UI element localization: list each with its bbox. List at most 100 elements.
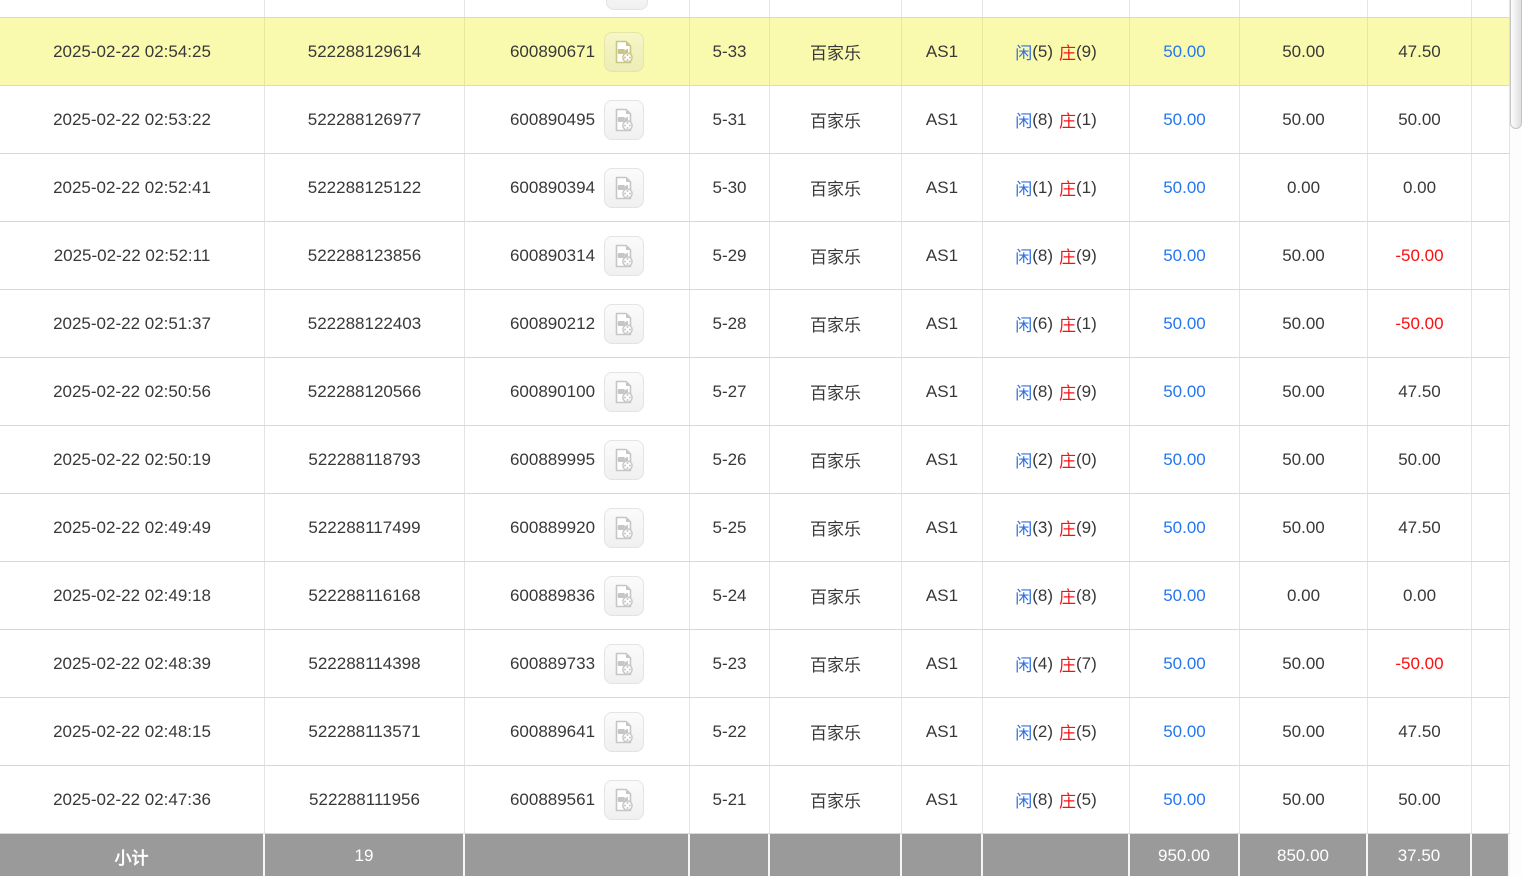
game-type: 百家乐 bbox=[770, 494, 902, 561]
bet-amount-link[interactable]: 50.00 bbox=[1130, 154, 1240, 221]
round-number: 600890100 bbox=[509, 381, 596, 401]
video-record-icon[interactable] bbox=[604, 507, 645, 548]
table-row: 2025-02-22 02:54:25 522288129614 6008906… bbox=[0, 18, 1510, 86]
table-row: 2025-02-22 02:52:41 522288125122 6008903… bbox=[0, 154, 1510, 222]
video-record-icon[interactable] bbox=[604, 303, 645, 344]
bet-amount-link[interactable]: 50.00 bbox=[1130, 358, 1240, 425]
player-label: 闲 bbox=[1015, 656, 1033, 675]
game-type: 百家乐 bbox=[770, 222, 902, 289]
empty-cell bbox=[1472, 698, 1510, 765]
table-row: 2025-02-22 02:47:36 522288111956 6008895… bbox=[0, 766, 1510, 834]
table-name: AS1 bbox=[902, 154, 983, 221]
bet-amount-link[interactable]: 50.00 bbox=[1130, 222, 1240, 289]
table-round: 5-30 bbox=[690, 154, 770, 221]
table-row: 2025-02-22 02:50:19 522288118793 6008899… bbox=[0, 426, 1510, 494]
banker-score: (0) bbox=[1076, 449, 1097, 469]
order-number: 522288122403 bbox=[265, 290, 465, 357]
banker-score: (1) bbox=[1076, 177, 1097, 197]
empty-cell bbox=[1472, 494, 1510, 561]
player-label: 闲 bbox=[1015, 112, 1033, 131]
bet-time: 2025-02-22 02:49:49 bbox=[0, 494, 265, 561]
valid-amount: 0.00 bbox=[1240, 562, 1368, 629]
partial-cell bbox=[902, 0, 983, 17]
round-number: 600890495 bbox=[509, 109, 596, 129]
round-number: 600890394 bbox=[509, 177, 596, 197]
banker-score: (9) bbox=[1076, 41, 1097, 61]
partial-cell bbox=[1472, 0, 1510, 17]
game-type: 百家乐 bbox=[770, 766, 902, 833]
banker-label: 庄 bbox=[1059, 316, 1076, 335]
bet-amount-link[interactable]: 50.00 bbox=[1130, 494, 1240, 561]
player-score: (8) bbox=[1032, 585, 1053, 605]
table-name: AS1 bbox=[902, 18, 983, 85]
video-record-icon[interactable] bbox=[604, 779, 645, 820]
bet-amount-link[interactable]: 50.00 bbox=[1130, 766, 1240, 833]
player-label: 闲 bbox=[1015, 520, 1033, 539]
table-round: 5-22 bbox=[690, 698, 770, 765]
win-loss-amount: 0.00 bbox=[1368, 562, 1472, 629]
game-type: 百家乐 bbox=[770, 630, 902, 697]
valid-amount: 50.00 bbox=[1240, 86, 1368, 153]
game-type: 百家乐 bbox=[770, 154, 902, 221]
order-number: 522288114398 bbox=[265, 630, 465, 697]
vertical-scrollbar[interactable] bbox=[1510, 0, 1522, 876]
subtotal-empty-cell bbox=[465, 834, 690, 876]
scrollbar-thumb[interactable] bbox=[1510, 0, 1522, 129]
video-record-icon[interactable] bbox=[604, 711, 645, 752]
player-label: 闲 bbox=[1015, 588, 1033, 607]
round-number: 600889733 bbox=[509, 653, 596, 673]
empty-cell bbox=[1472, 630, 1510, 697]
round-cell: 600889733 bbox=[465, 630, 690, 697]
video-record-icon[interactable] bbox=[604, 99, 645, 140]
banker-score: (9) bbox=[1076, 517, 1097, 537]
subtotal-empty-cell bbox=[983, 834, 1130, 876]
order-number: 522288123856 bbox=[265, 222, 465, 289]
video-record-icon[interactable] bbox=[604, 439, 645, 480]
table-round: 5-21 bbox=[690, 766, 770, 833]
bet-time: 2025-02-22 02:48:15 bbox=[0, 698, 265, 765]
table-body: 2025-02-22 02:54:25 522288129614 6008906… bbox=[0, 18, 1510, 834]
bet-amount-link[interactable]: 50.00 bbox=[1130, 698, 1240, 765]
round-number: 600889561 bbox=[509, 789, 596, 809]
empty-cell bbox=[1472, 18, 1510, 85]
valid-amount: 50.00 bbox=[1240, 18, 1368, 85]
bet-time: 2025-02-22 02:54:25 bbox=[0, 18, 265, 85]
game-type: 百家乐 bbox=[770, 426, 902, 493]
player-label: 闲 bbox=[1015, 792, 1033, 811]
video-record-icon[interactable] bbox=[604, 371, 645, 412]
bet-time: 2025-02-22 02:50:19 bbox=[0, 426, 265, 493]
valid-amount: 0.00 bbox=[1240, 154, 1368, 221]
order-number: 522288129614 bbox=[265, 18, 465, 85]
video-record-icon[interactable] bbox=[604, 167, 645, 208]
video-record-icon[interactable] bbox=[604, 643, 645, 684]
table-round: 5-28 bbox=[690, 290, 770, 357]
bet-amount-link[interactable]: 50.00 bbox=[1130, 562, 1240, 629]
bet-amount-link[interactable]: 50.00 bbox=[1130, 630, 1240, 697]
banker-label: 庄 bbox=[1059, 44, 1076, 63]
video-record-icon[interactable] bbox=[604, 235, 645, 276]
subtotal-empty-cell bbox=[1472, 834, 1510, 876]
banker-score: (9) bbox=[1076, 381, 1097, 401]
table-name: AS1 bbox=[902, 290, 983, 357]
bet-amount-link[interactable]: 50.00 bbox=[1130, 18, 1240, 85]
bet-time: 2025-02-22 02:48:39 bbox=[0, 630, 265, 697]
table-name: AS1 bbox=[902, 222, 983, 289]
bet-time: 2025-02-22 02:50:56 bbox=[0, 358, 265, 425]
bet-amount-link[interactable]: 50.00 bbox=[1130, 426, 1240, 493]
video-record-icon[interactable] bbox=[606, 0, 648, 10]
empty-cell bbox=[1472, 766, 1510, 833]
player-label: 闲 bbox=[1015, 44, 1033, 63]
round-cell: 600890394 bbox=[465, 154, 690, 221]
game-type: 百家乐 bbox=[770, 18, 902, 85]
table-name: AS1 bbox=[902, 630, 983, 697]
game-type: 百家乐 bbox=[770, 698, 902, 765]
bet-amount-link[interactable]: 50.00 bbox=[1130, 86, 1240, 153]
video-record-icon[interactable] bbox=[604, 575, 645, 616]
video-record-icon[interactable] bbox=[604, 31, 645, 72]
game-type: 百家乐 bbox=[770, 290, 902, 357]
game-result: 闲 (8) 庄 (5) bbox=[983, 766, 1130, 833]
bet-amount-link[interactable]: 50.00 bbox=[1130, 290, 1240, 357]
game-result: 闲 (2) 庄 (0) bbox=[983, 426, 1130, 493]
table-row: 2025-02-22 02:51:37 522288122403 6008902… bbox=[0, 290, 1510, 358]
partial-cell bbox=[1130, 0, 1240, 17]
